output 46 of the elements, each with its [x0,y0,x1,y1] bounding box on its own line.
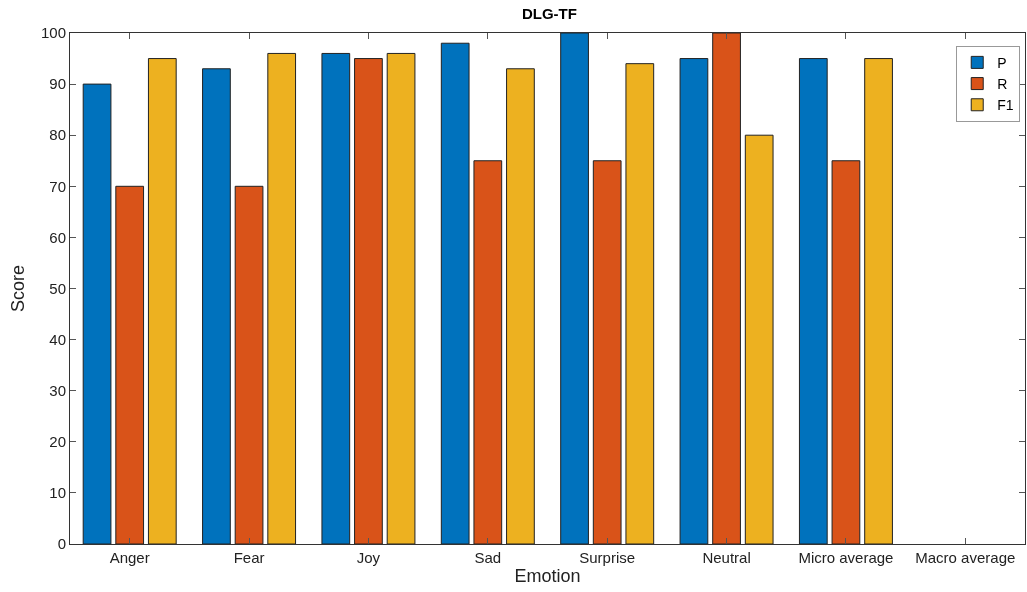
bar [354,58,383,544]
bar [560,33,589,544]
y-tick-label: 40 [49,330,66,348]
bar [115,185,145,544]
x-tick-label: Macro average [915,549,1016,566]
y-tick-label: 30 [49,381,66,399]
bar [321,52,351,544]
y-tick-label: 10 [49,484,66,502]
legend-label: R [997,76,1008,93]
y-tick-label: 60 [49,228,66,246]
y-tick-label: 100 [40,24,66,42]
x-tick-label: Neutral [702,549,751,566]
bar [267,52,297,544]
bar [234,185,264,544]
bar [625,63,655,544]
y-tick-label: 80 [49,126,66,144]
bar [473,160,503,544]
chart-title: DLG-TF [521,5,577,23]
y-tick-label: 70 [49,177,66,195]
x-tick-label: Joy [356,549,381,566]
x-axis-title: Emotion [514,566,581,587]
legend-label: F1 [997,97,1014,114]
x-tick-label: Surprise [579,549,636,566]
y-tick-label: 20 [49,433,66,451]
bar [679,58,709,544]
bar [440,42,470,544]
bar [712,33,741,544]
x-tick-label: Sad [474,549,502,566]
bar [147,58,177,544]
bar [864,58,893,544]
legend-label: P [997,54,1007,71]
y-axis-title: Score [8,264,28,313]
bar [592,160,622,544]
y-tick-label: 50 [49,279,66,297]
bar [744,134,774,544]
bar [82,83,112,544]
x-tick-label: Anger [109,549,150,566]
y-tick-label: 90 [49,75,66,93]
bar [386,52,416,544]
bar [831,160,861,544]
x-tick-label: Fear [233,549,265,566]
bar [202,68,231,544]
bar [798,58,828,544]
bar [506,68,535,544]
x-tick-label: Micro average [798,549,894,566]
y-tick-label: 0 [57,535,66,553]
